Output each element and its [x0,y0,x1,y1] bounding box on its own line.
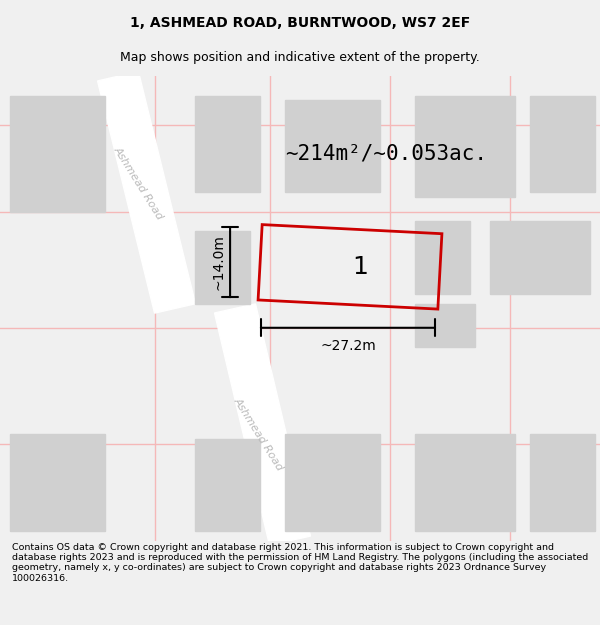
Text: ~14.0m: ~14.0m [211,234,225,290]
Text: Ashmead Road: Ashmead Road [232,396,284,472]
Text: Map shows position and indicative extent of the property.: Map shows position and indicative extent… [120,51,480,64]
Text: 1, ASHMEAD ROAD, BURNTWOOD, WS7 2EF: 1, ASHMEAD ROAD, BURNTWOOD, WS7 2EF [130,16,470,30]
Text: ~214m²/~0.053ac.: ~214m²/~0.053ac. [285,144,487,164]
Bar [195,231,250,304]
Bar [285,434,380,531]
Bar [415,96,515,197]
Bar [415,221,470,294]
Polygon shape [98,71,196,313]
Polygon shape [215,304,310,545]
Bar [285,101,380,192]
Bar [195,96,260,192]
Bar [415,304,475,347]
Bar [195,439,260,531]
Text: ~27.2m: ~27.2m [320,339,376,353]
Bar [530,434,595,531]
Bar [490,221,590,294]
Bar [10,96,105,212]
Text: Ashmead Road: Ashmead Road [112,144,164,221]
Bar [415,434,515,531]
Text: 1: 1 [352,255,368,279]
Bar [530,96,595,192]
Text: Contains OS data © Crown copyright and database right 2021. This information is : Contains OS data © Crown copyright and d… [12,542,588,582]
Bar [10,434,105,531]
